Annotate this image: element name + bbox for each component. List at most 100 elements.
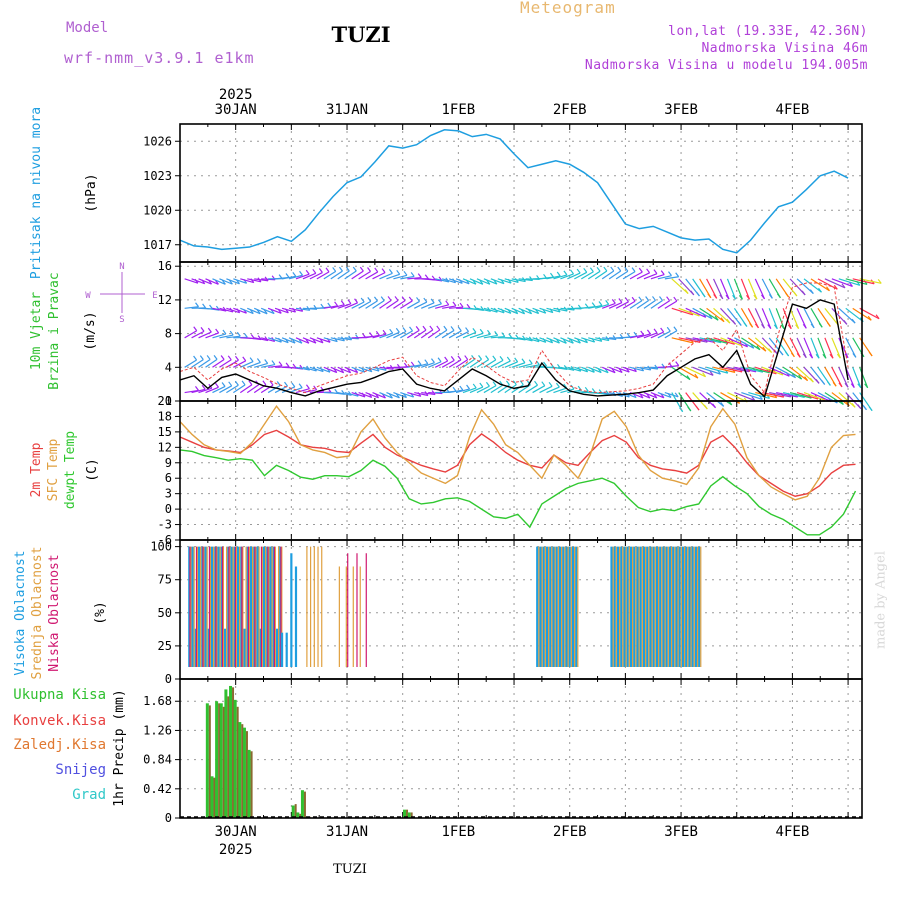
wind-barb	[379, 366, 394, 370]
wind-barb	[789, 337, 801, 358]
y-tick-label: 1017	[143, 238, 172, 252]
wind-barb	[240, 278, 254, 284]
wind-barb-feather	[640, 330, 645, 336]
wind-barb	[650, 299, 663, 309]
wind-barb-feather	[562, 338, 567, 344]
wind-barb-feather	[345, 266, 350, 272]
wind-barb-feather	[809, 353, 814, 359]
wind-barb	[692, 337, 715, 343]
wind-barb	[316, 337, 331, 343]
wind-barb	[636, 272, 650, 280]
wind-barb-feather	[668, 271, 672, 277]
wind-barb-feather	[263, 309, 268, 315]
wind-barb	[567, 272, 581, 280]
wind-barb	[184, 330, 198, 339]
wind-barb	[400, 330, 413, 339]
y-tick-label: 1023	[143, 169, 172, 183]
wind-barb	[246, 384, 260, 394]
wind-barb-feather	[633, 331, 638, 337]
frozen-precip-bar	[406, 809, 409, 818]
wind-barb	[859, 307, 880, 320]
wind-barb-feather	[327, 302, 332, 308]
wind-barb	[483, 278, 498, 285]
wind-barb	[483, 385, 497, 394]
gust-line	[179, 282, 849, 394]
wind-barb-feather	[227, 355, 232, 361]
date-label-bottom: 30JAN	[215, 824, 257, 840]
wind-barb-feather	[773, 324, 778, 330]
wind-barb	[330, 337, 345, 342]
wind-barb	[601, 366, 616, 374]
wind-barb-feather	[673, 296, 678, 302]
frozen-precip-bar	[222, 706, 225, 818]
wind-barb	[191, 278, 205, 285]
wind-barb	[267, 307, 282, 314]
wind-barb	[226, 307, 240, 314]
wind-barb-feather	[206, 355, 211, 360]
date-axis-bottom: 2025 30JAN 31JAN 1FEB 2FEB 3FEB 4FEB	[215, 824, 810, 858]
wind-barb	[567, 337, 581, 344]
wind-barb	[664, 392, 679, 398]
wind-barb-feather	[611, 299, 616, 304]
wind-barb	[393, 330, 407, 339]
wind-barb-feather	[843, 320, 848, 325]
wind-barb-feather	[459, 302, 464, 308]
wind-barb-feather	[221, 382, 226, 387]
wind-barb	[414, 391, 429, 397]
wind-barb-feather	[492, 381, 497, 386]
wind-barb	[205, 386, 219, 394]
wind-barb	[413, 329, 427, 339]
wind-barb	[448, 278, 463, 284]
y-tick-label: 25	[158, 639, 172, 653]
wind-barb	[219, 359, 232, 368]
dewpt-line	[179, 449, 857, 536]
y-tick-label: 0.84	[143, 753, 172, 767]
wind-barb-feather	[193, 326, 198, 332]
wind-barb	[212, 385, 226, 394]
wind-barb-feather	[213, 355, 218, 360]
wind-barb	[796, 337, 807, 359]
wind-barb	[699, 366, 721, 375]
bottom-station-label: TUZI	[333, 862, 367, 877]
wind-barb	[747, 337, 767, 352]
wind-barb	[414, 363, 428, 368]
wind-barb	[845, 337, 857, 358]
wind-barb-feather	[436, 325, 441, 331]
wind-ylabel-unit: (m/s)	[83, 311, 98, 350]
year-label-bottom: 2025	[219, 842, 253, 858]
wind-barb-feather	[652, 296, 656, 301]
wind-barb	[247, 278, 262, 283]
wind-barb	[260, 307, 275, 315]
wind-barb	[386, 331, 400, 339]
wind-barb-feather	[395, 327, 400, 333]
wind-barb	[309, 366, 324, 373]
wind-barb	[483, 359, 497, 368]
wind-barb	[518, 278, 533, 282]
wind-barb-feather	[430, 358, 435, 364]
wind-barb	[497, 278, 512, 284]
wind-barb-feather	[822, 353, 827, 359]
wind-compass: N S W E	[85, 262, 157, 325]
wind-barb-feather	[194, 386, 199, 391]
wind-barb	[608, 270, 622, 280]
wind-barb-feather	[829, 353, 834, 359]
wind-barb	[240, 361, 254, 368]
wind-barb	[824, 337, 834, 359]
wind-barb	[782, 308, 792, 330]
wind-barb-feather	[825, 286, 830, 292]
wind-barb	[427, 329, 441, 339]
wind-barb	[532, 337, 547, 343]
wind-barb-feather	[604, 368, 609, 374]
wind-barb-feather	[848, 282, 853, 287]
wind-barb	[365, 334, 380, 339]
wind-barb-feather	[646, 268, 651, 274]
wind-barb	[574, 337, 588, 344]
wind-barb	[476, 307, 491, 312]
wind-barb-feather	[877, 278, 882, 284]
wind-barb-feather	[352, 266, 357, 272]
wind-barb	[706, 366, 728, 374]
wind-barb-feather	[264, 359, 269, 364]
wind-barb	[448, 330, 462, 339]
wind-barb	[386, 273, 400, 280]
